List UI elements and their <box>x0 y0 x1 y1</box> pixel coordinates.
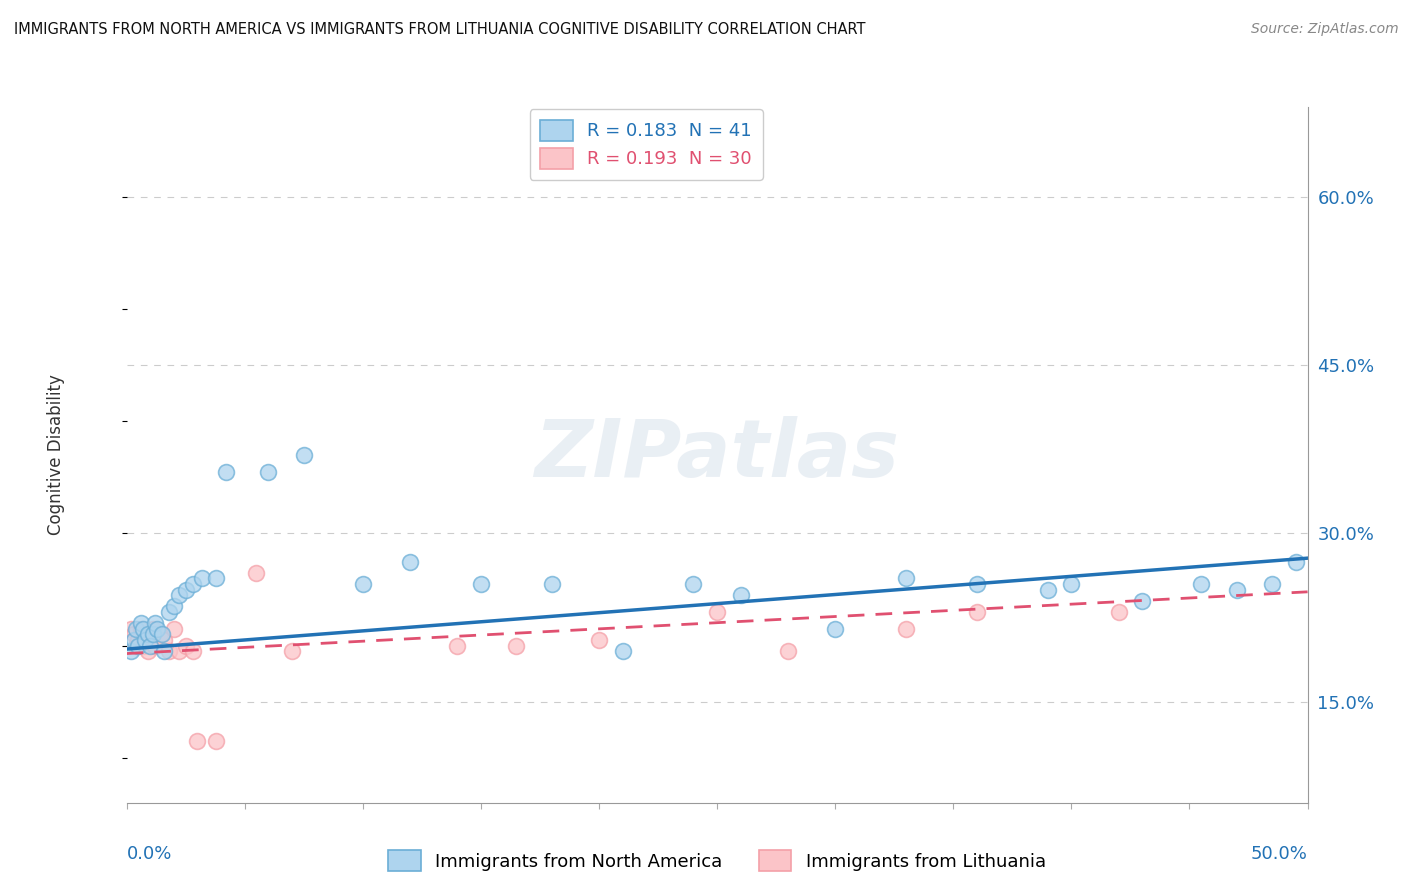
Point <box>776 644 799 658</box>
Point <box>132 622 155 636</box>
Point <box>139 633 162 648</box>
Point <box>1060 577 1083 591</box>
Point <box>136 644 159 658</box>
Point <box>150 627 173 641</box>
Point <box>1108 605 1130 619</box>
Point <box>127 633 149 648</box>
Point <box>167 588 190 602</box>
Point <box>894 571 917 585</box>
Point <box>1130 594 1153 608</box>
Point <box>399 555 422 569</box>
Point <box>163 622 186 636</box>
Point <box>143 616 166 631</box>
Text: ZIPatlas: ZIPatlas <box>534 416 900 494</box>
Point <box>129 622 152 636</box>
Point <box>125 639 148 653</box>
Point <box>540 577 562 591</box>
Point <box>136 627 159 641</box>
Point <box>1189 577 1212 591</box>
Text: Cognitive Disability: Cognitive Disability <box>46 375 65 535</box>
Point <box>1226 582 1249 597</box>
Point <box>129 616 152 631</box>
Point <box>167 644 190 658</box>
Point <box>730 588 752 602</box>
Point <box>352 577 374 591</box>
Point <box>127 639 149 653</box>
Point <box>205 571 228 585</box>
Point <box>245 566 267 580</box>
Point <box>141 627 163 641</box>
Point <box>1285 555 1308 569</box>
Point <box>157 605 180 619</box>
Point <box>120 622 142 636</box>
Point <box>174 639 197 653</box>
Point <box>139 639 162 653</box>
Legend: Immigrants from North America, Immigrants from Lithuania: Immigrants from North America, Immigrant… <box>381 843 1053 879</box>
Point <box>191 571 214 585</box>
Point <box>157 644 180 658</box>
Point <box>132 639 155 653</box>
Point <box>186 734 208 748</box>
Point <box>470 577 492 591</box>
Point <box>505 639 527 653</box>
Point <box>125 622 148 636</box>
Point <box>141 622 163 636</box>
Point <box>153 633 176 648</box>
Text: Source: ZipAtlas.com: Source: ZipAtlas.com <box>1251 22 1399 37</box>
Point <box>120 644 142 658</box>
Point <box>153 644 176 658</box>
Text: IMMIGRANTS FROM NORTH AMERICA VS IMMIGRANTS FROM LITHUANIA COGNITIVE DISABILITY : IMMIGRANTS FROM NORTH AMERICA VS IMMIGRA… <box>14 22 866 37</box>
Point <box>894 622 917 636</box>
Point <box>181 644 204 658</box>
Point <box>122 633 145 648</box>
Point <box>215 465 238 479</box>
Point <box>612 644 634 658</box>
Point <box>134 633 156 648</box>
Point <box>146 622 169 636</box>
Point <box>134 627 156 641</box>
Point <box>163 599 186 614</box>
Point <box>174 582 197 597</box>
Point <box>588 633 610 648</box>
Point <box>181 577 204 591</box>
Point <box>1261 577 1284 591</box>
Point <box>824 622 846 636</box>
Point <box>966 605 988 619</box>
Point <box>143 639 166 653</box>
Point <box>149 627 172 641</box>
Point <box>706 605 728 619</box>
Point <box>205 734 228 748</box>
Point <box>446 639 468 653</box>
Point <box>1036 582 1059 597</box>
Point <box>682 577 704 591</box>
Point <box>257 465 280 479</box>
Text: 0.0%: 0.0% <box>127 846 172 863</box>
Point <box>281 644 304 658</box>
Point <box>122 627 145 641</box>
Point <box>966 577 988 591</box>
Legend: R = 0.183  N = 41, R = 0.193  N = 30: R = 0.183 N = 41, R = 0.193 N = 30 <box>530 109 763 179</box>
Text: 50.0%: 50.0% <box>1251 846 1308 863</box>
Point <box>292 448 315 462</box>
